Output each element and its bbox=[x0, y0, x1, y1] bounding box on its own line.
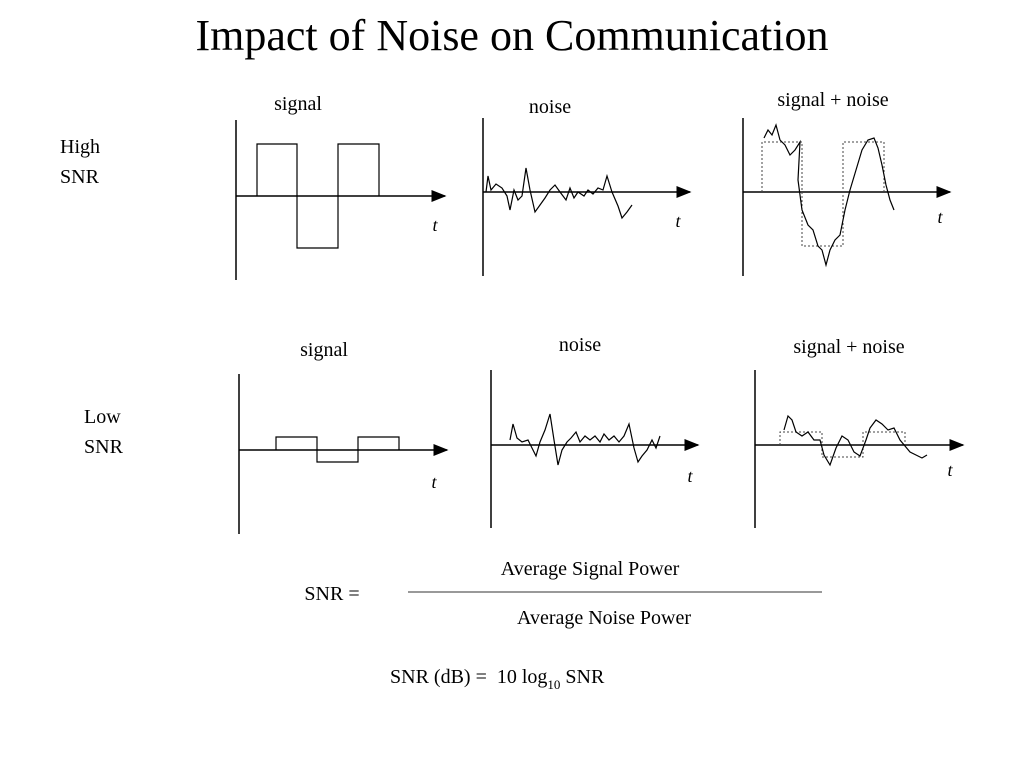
db-base: 10 bbox=[547, 677, 560, 692]
panel: signal + noise t bbox=[754, 336, 965, 528]
axis-label: t bbox=[432, 215, 438, 235]
panel: noise t bbox=[490, 334, 700, 528]
row-label: Low bbox=[84, 406, 121, 428]
axis-label: t bbox=[947, 460, 953, 480]
panel: signal t bbox=[238, 339, 449, 534]
axis-label: t bbox=[431, 472, 437, 492]
panel: signal t bbox=[235, 93, 447, 280]
panel: noise t bbox=[482, 96, 692, 276]
row-label: SNR bbox=[60, 166, 100, 188]
panel: signal + noise t bbox=[742, 89, 952, 276]
panel-label: signal bbox=[300, 339, 348, 361]
panel-label: noise bbox=[559, 334, 601, 356]
formula-numerator: Average Signal Power bbox=[501, 558, 680, 580]
row-label: High bbox=[60, 136, 100, 158]
panel-label: noise bbox=[529, 96, 571, 118]
title: Impact of Noise on Communication bbox=[196, 11, 829, 60]
db-rhs: SNR bbox=[560, 666, 605, 688]
row-label: SNR bbox=[84, 436, 124, 458]
axis-label: t bbox=[675, 211, 681, 231]
formula-denominator: Average Noise Power bbox=[517, 607, 691, 629]
db-formula: SNR (dB) = 10 log10 SNR bbox=[390, 666, 605, 692]
formula-lhs: SNR = bbox=[304, 583, 359, 605]
axis-label: t bbox=[687, 466, 693, 486]
axis-label: t bbox=[937, 207, 943, 227]
panel-label: signal + noise bbox=[777, 89, 888, 111]
panel-label: signal + noise bbox=[793, 336, 904, 358]
panel-label: signal bbox=[274, 93, 322, 115]
db-lhs: SNR (dB) = 10 log bbox=[390, 666, 547, 688]
